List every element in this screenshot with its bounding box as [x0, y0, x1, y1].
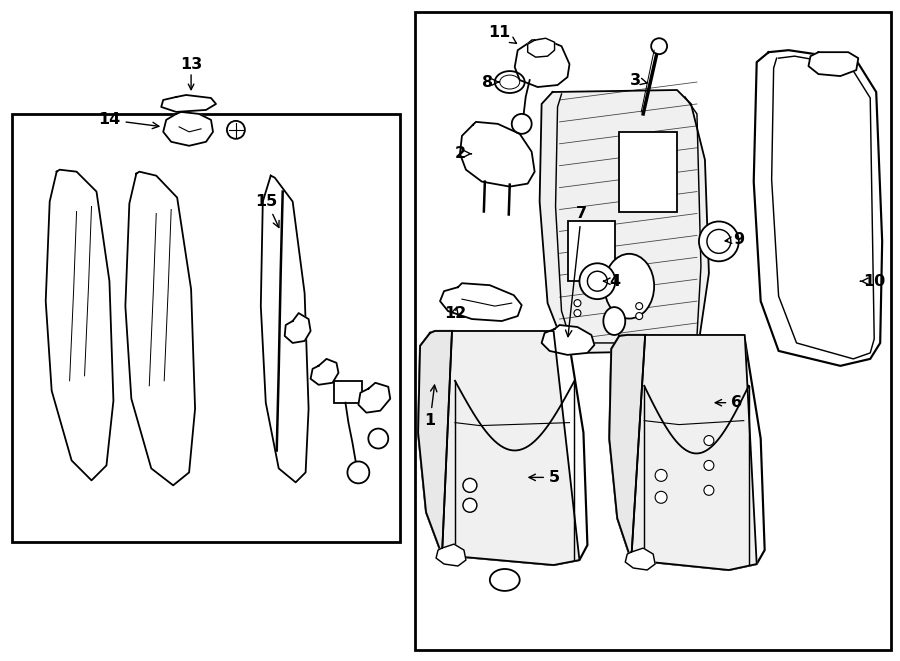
Circle shape — [704, 436, 714, 446]
Text: 4: 4 — [604, 274, 621, 289]
Polygon shape — [540, 90, 709, 353]
Circle shape — [704, 485, 714, 495]
Circle shape — [580, 263, 616, 299]
Polygon shape — [542, 325, 594, 355]
Circle shape — [635, 303, 643, 309]
Circle shape — [463, 479, 477, 492]
Circle shape — [574, 309, 580, 317]
Polygon shape — [609, 335, 645, 560]
Ellipse shape — [495, 71, 525, 93]
Circle shape — [652, 38, 667, 54]
Polygon shape — [808, 52, 859, 76]
Text: 3: 3 — [630, 73, 647, 87]
Polygon shape — [631, 335, 757, 570]
Circle shape — [655, 469, 667, 481]
Polygon shape — [125, 172, 195, 485]
Polygon shape — [609, 335, 765, 570]
Text: 10: 10 — [860, 274, 886, 289]
Circle shape — [574, 299, 580, 307]
Polygon shape — [163, 112, 213, 146]
Polygon shape — [358, 383, 391, 412]
Circle shape — [463, 498, 477, 512]
Polygon shape — [261, 176, 309, 483]
Polygon shape — [626, 548, 655, 570]
Polygon shape — [515, 39, 570, 87]
Polygon shape — [284, 313, 310, 343]
Circle shape — [368, 428, 388, 449]
Circle shape — [655, 491, 667, 503]
Circle shape — [588, 271, 608, 291]
Polygon shape — [418, 331, 452, 555]
Text: 8: 8 — [482, 75, 500, 89]
Polygon shape — [460, 122, 535, 186]
Circle shape — [704, 461, 714, 471]
Text: 13: 13 — [180, 57, 202, 71]
Bar — [619, 132, 677, 212]
Circle shape — [635, 313, 643, 319]
Polygon shape — [46, 170, 113, 481]
Polygon shape — [310, 359, 338, 385]
Text: 6: 6 — [716, 395, 742, 410]
Text: 2: 2 — [454, 146, 472, 161]
Polygon shape — [161, 95, 216, 112]
Text: 11: 11 — [489, 24, 517, 44]
Text: 5: 5 — [529, 470, 560, 485]
Polygon shape — [440, 283, 522, 321]
Ellipse shape — [604, 254, 654, 319]
Circle shape — [706, 229, 731, 253]
Bar — [12, 114, 400, 542]
Circle shape — [227, 121, 245, 139]
Polygon shape — [418, 331, 588, 565]
Text: 7: 7 — [565, 206, 587, 336]
Text: 14: 14 — [98, 112, 159, 129]
Text: 1: 1 — [425, 385, 436, 428]
Text: 9: 9 — [725, 232, 744, 247]
Text: 15: 15 — [256, 194, 279, 227]
Polygon shape — [436, 544, 466, 566]
Ellipse shape — [490, 569, 519, 591]
Polygon shape — [442, 331, 580, 565]
Circle shape — [347, 461, 369, 483]
Circle shape — [699, 221, 739, 261]
Circle shape — [512, 114, 532, 134]
Ellipse shape — [603, 307, 625, 335]
Bar — [415, 13, 891, 650]
Bar — [335, 381, 363, 403]
Polygon shape — [753, 50, 882, 366]
Polygon shape — [527, 38, 554, 57]
Ellipse shape — [500, 75, 519, 89]
Bar — [568, 221, 616, 281]
Text: 12: 12 — [444, 305, 466, 321]
